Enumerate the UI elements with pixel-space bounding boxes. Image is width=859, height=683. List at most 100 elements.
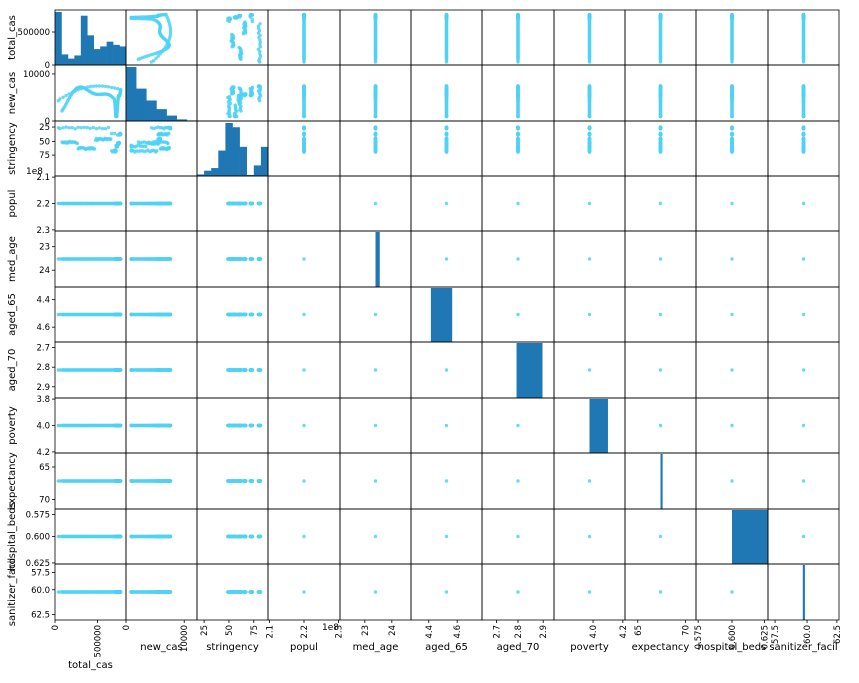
cell-stringency-vs-aged_65 [410,120,483,177]
scatter-point [167,125,172,130]
scatter-point [444,125,449,130]
hist-bar [61,54,69,65]
scatter-point [516,109,520,113]
cell-med_age-vs-total_cas [54,230,127,288]
cell-new_cas-vs-total_cas [54,64,127,122]
cell-frame [267,175,341,232]
hist-bar [87,35,95,65]
scatter-point [91,84,96,88]
cell-popul-vs-stringency [196,175,269,232]
scatter-point [516,125,520,130]
cell-new_cas-vs-med_age [339,64,412,122]
scatter-point [227,19,232,23]
scatter-point [302,132,306,137]
scatter-point [801,140,806,144]
scatter-point [152,59,156,63]
hist-bar [239,146,247,176]
cell-total_cas-vs-med_age [339,9,412,66]
scatter-point [444,201,449,206]
cell-total_cas-vs-hospital_beds [695,9,769,66]
hist-bar [119,46,127,65]
scatter-point [70,126,74,130]
scatter-point [373,125,378,130]
scatter-point [91,125,96,130]
hist-bar [100,46,107,65]
hist-bar [136,88,147,121]
scatter-point [302,57,306,61]
scatter-point [516,201,520,206]
cell-popul-vs-hospital_beds [695,175,769,232]
scatter-point [302,109,306,113]
scatter-point [93,138,98,142]
scatter-point [373,140,378,144]
scatter-point [516,132,520,137]
scatter-point [97,126,102,130]
hist-bar [106,41,114,65]
scatter-point [238,15,242,19]
scatter-point [373,57,378,61]
cell-stringency-vs-poverty [553,120,626,177]
scatter-point [658,147,663,151]
scatter-point [106,125,111,130]
scatter-point [112,86,117,90]
cell-new_cas-vs-aged_65 [410,64,483,122]
scatter-point [444,57,449,61]
scatter-point [258,201,262,206]
scatter-point [801,201,806,206]
cell-new_cas-vs-hospital_beds [695,64,769,122]
scatter-point [250,17,254,21]
cell-new_cas-vs-expectancy [624,64,697,122]
scatter-point [76,125,80,129]
scatter-point [155,149,159,153]
cell-total_cas-vs-new_cas [125,9,198,66]
cell-popul-vs-med_age [339,175,412,232]
scatter-point [109,131,114,136]
scatter-point [94,84,99,88]
scatter-point [234,16,238,20]
cell-popul-vs-popul [267,175,341,232]
cell-popul-vs-total_cas [54,175,127,232]
hist-bar [232,127,240,176]
scatter-point [658,132,663,137]
scatter-point [444,140,449,144]
cell-med_age-vs-new_cas [125,230,198,288]
hist-bar [253,165,262,176]
cell-total_cas-vs-aged_65 [410,9,483,66]
cell-popul-vs-new_cas [125,175,198,232]
hist-bar [55,12,62,65]
scatter-point [801,125,806,130]
cell-total_cas-vs-total_cas [54,9,127,66]
scatter-point [730,132,734,137]
cell-new_cas-vs-new_cas [125,64,198,122]
scatter-point [730,147,734,151]
scatter-point [156,132,160,137]
scatter-point [156,54,160,58]
hist-bar [218,150,226,176]
cell-new_cas-vs-aged_70 [481,64,555,122]
cell-popul-vs-sanitizer_facil [767,175,840,232]
scatter-point [658,109,663,113]
scatter-point [115,87,120,91]
hist-bar [80,15,88,66]
cell-total_cas-vs-popul [267,9,341,66]
scatter-point [136,140,141,144]
scatter-point [64,93,68,98]
cell-stringency-vs-stringency [196,120,269,177]
scatter-point [302,147,306,151]
scatter-point [129,144,133,148]
scatter-point [227,94,232,99]
scatter-point [76,147,80,151]
scatter-point [88,126,93,131]
cell-popul-vs-aged_70 [481,175,555,232]
scatter-point [587,132,592,137]
scatter-point [730,109,734,113]
scatter-point [373,147,378,151]
hist-bar [211,168,219,176]
cell-popul-vs-aged_65 [410,175,483,232]
scatter-point [239,57,243,61]
cell-total_cas-vs-aged_70 [481,9,555,66]
scatter-point [61,126,65,130]
scatter-point [587,109,592,113]
scatter-point [516,57,520,61]
